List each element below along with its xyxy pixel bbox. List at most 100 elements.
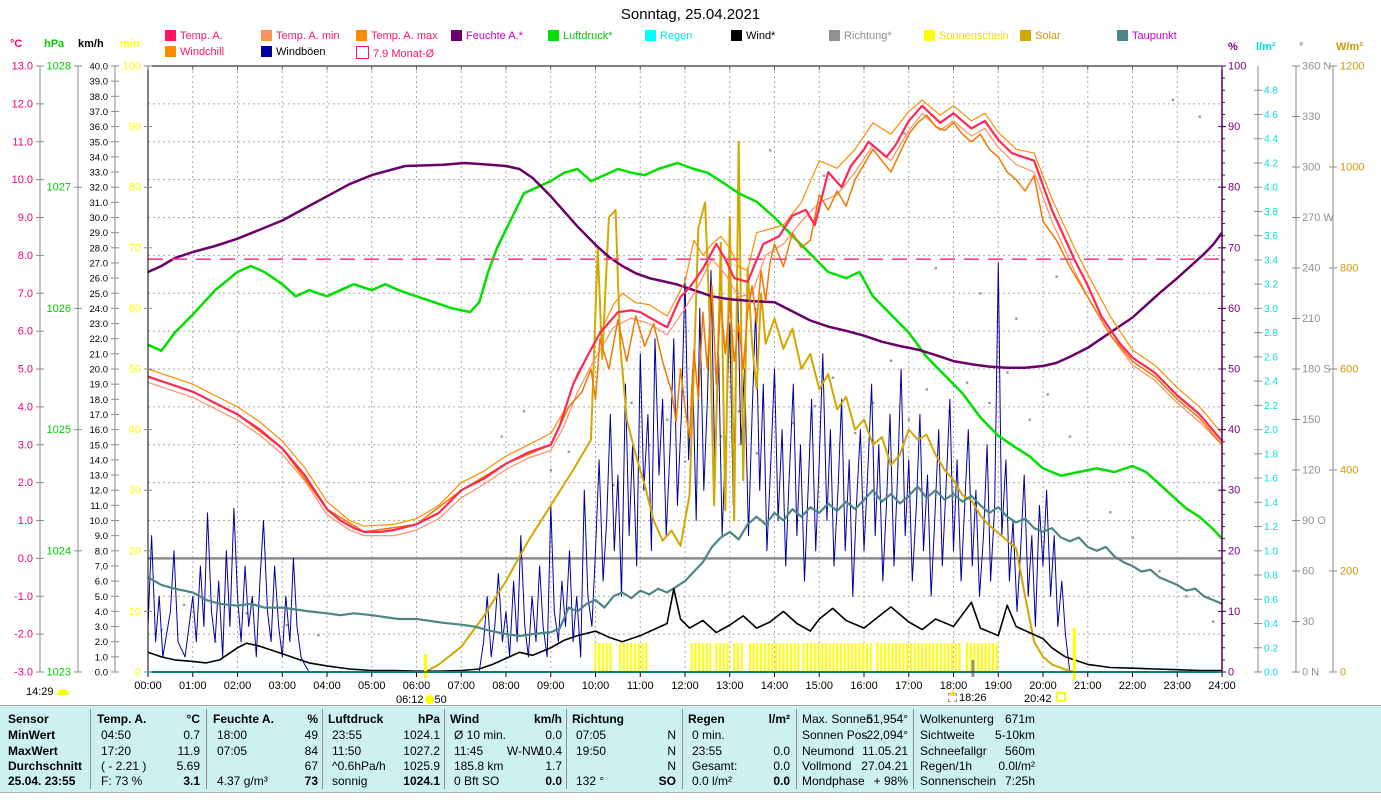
axis-tick-label: 04:00: [313, 680, 341, 692]
cell-label: 0 min.: [692, 728, 725, 742]
axis-tick-label: 22.0: [90, 334, 109, 345]
series-temp-a-max: [147, 99, 1223, 527]
axis-tick-label: 6.0: [18, 326, 33, 338]
wind-direction-dot: [903, 132, 906, 135]
sunshine-bar: [782, 643, 785, 671]
sunshine-bar: [605, 643, 608, 671]
axis-tick-label: 1.4: [1264, 498, 1278, 509]
legend-item-temp-a-: Temp. A.: [165, 30, 223, 43]
axis-tick-label: 08:00: [492, 680, 520, 692]
wind-direction-dot: [871, 401, 875, 405]
axis-tick-label: 60: [1302, 566, 1314, 578]
sunshine-bar: [988, 643, 991, 671]
axis-tick-label: 35.0: [90, 137, 109, 148]
axis-tick-label: 39.0: [90, 77, 109, 88]
cell-value: SO: [658, 774, 676, 788]
axis-tick-label: 15.0: [90, 440, 109, 451]
axis-tick-label: 0.8: [1264, 571, 1278, 582]
wind-direction-dot: [1158, 570, 1161, 573]
table-separator: [682, 709, 683, 789]
cell-label: 23:55: [332, 728, 363, 742]
sunshine-bar: [895, 643, 898, 671]
axis-tick-label: 80: [1228, 182, 1240, 194]
cell-value: 0.7: [183, 728, 200, 742]
legend-item-windb-en: Windböen: [261, 46, 326, 59]
axis-tick-label: 20:00: [1029, 680, 1057, 692]
sunshine-bar: [921, 643, 924, 671]
axis-unit-Wm: W/m²: [1336, 41, 1363, 53]
sunshine-bar: [869, 643, 872, 671]
sunshine-bar: [626, 643, 629, 671]
wind-direction-dot: [1212, 620, 1215, 623]
axis-tick-label: 1024: [47, 545, 71, 557]
sunshine-bar: [797, 643, 800, 671]
sunshine-bar: [641, 643, 644, 671]
table-separator: [566, 709, 567, 789]
legend-label: Temp. A. min: [276, 30, 340, 42]
axis-tick-label: 40: [1228, 424, 1240, 436]
legend-label: Richtung*: [844, 30, 892, 42]
axis-tick-label: 100: [123, 61, 141, 73]
cell-value: 0.0: [773, 744, 790, 758]
axis-tick-label: 2.6: [1264, 352, 1278, 363]
sunshine-bar: [865, 643, 868, 671]
axis-tick-label: 4.0: [18, 401, 33, 413]
axis-tick-label: 24.0: [90, 304, 109, 315]
wind-direction-dot: [285, 623, 289, 627]
axis-tick-label: 120: [1302, 465, 1320, 477]
astro-value: 27.04.21: [861, 759, 908, 773]
axis-tick-label: 240: [1302, 263, 1320, 275]
axis-tick-label: 17:00: [895, 680, 923, 692]
station-label: Sonnenschein: [920, 774, 997, 788]
axis-tick-label: 800: [1340, 263, 1358, 275]
axis-tick-label: 29.0: [90, 228, 109, 239]
sunshine-bar: [740, 643, 743, 671]
cell-value: 73: [304, 774, 318, 788]
axis-tick-label: 270 W: [1302, 212, 1334, 224]
legend-label: Sonnenschein: [939, 30, 1009, 42]
sunshine-bar: [924, 643, 927, 671]
sun-below-horizon-icon: [1055, 692, 1066, 702]
axis-tick-label: 30.0: [90, 213, 109, 224]
axis-tick-label: 100: [1228, 61, 1246, 73]
sunshine-bar: [726, 643, 729, 671]
sunshine-bar: [719, 643, 722, 671]
station-value: 671m: [1004, 712, 1035, 726]
table-separator: [322, 709, 323, 789]
wind-direction-dot: [317, 633, 320, 637]
axis-tick-label: 300: [1302, 162, 1320, 174]
axis-tick-label: 33.0: [90, 168, 109, 179]
axis-tick-label: 20: [129, 545, 141, 557]
series-windb-en: [147, 262, 1222, 673]
axis-unit-min: min: [120, 38, 140, 50]
series-luftdruck-: [147, 161, 1223, 540]
cell-value: 3.1: [183, 774, 200, 788]
sunshine-bar: [763, 643, 766, 671]
cell-value: 5.69: [176, 759, 200, 773]
legend-item-luftdruck-: Luftdruck*: [548, 30, 613, 43]
astro-value: + 98%: [873, 774, 908, 788]
sunshine-bar: [847, 643, 850, 671]
axis-tick-label: 0: [135, 667, 141, 679]
axis-tick-label: 10.0: [12, 174, 33, 186]
cell-label: Gesamt:: [692, 759, 738, 773]
axis-tick-label: 0 N: [1302, 667, 1319, 679]
cell-value: 0.0: [773, 759, 790, 773]
sunshine-bar: [836, 643, 839, 671]
axis-tick-label: 1.2: [1264, 522, 1278, 533]
sunshine-bar: [992, 643, 995, 671]
axis-tick-label: 02:00: [224, 680, 252, 692]
legend-label: Windchill: [180, 46, 225, 58]
axis-tick-label: 12.0: [12, 98, 33, 110]
sunshine-bar: [774, 643, 777, 671]
axis-tick-label: 30: [1228, 485, 1240, 497]
axis-tick-label: 0.2: [1264, 643, 1278, 654]
sunshine-bar: [943, 643, 946, 671]
axis-tick-label: 0.0: [1264, 668, 1278, 679]
sunshine-bar: [973, 643, 976, 671]
wind-direction-dot: [1109, 511, 1112, 514]
cell-value: 67: [304, 759, 318, 773]
astro-label: Vollmond: [802, 759, 852, 773]
astro-label: Neumond: [802, 744, 855, 758]
